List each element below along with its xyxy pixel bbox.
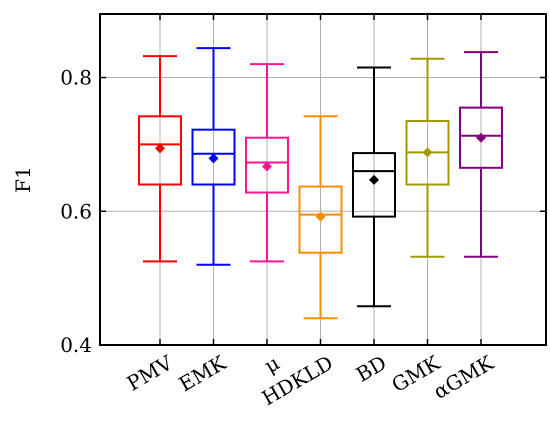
x-category-label: PMV	[123, 350, 177, 395]
box-iqr	[191, 128, 236, 186]
mean-marker	[476, 132, 486, 143]
mean-marker	[315, 211, 326, 222]
mean-marker	[155, 143, 165, 154]
box-5	[405, 57, 450, 258]
box-0	[138, 55, 182, 263]
plot-frame	[99, 13, 547, 346]
tick-layer	[100, 14, 546, 346]
box-layer	[138, 47, 503, 320]
y-tick-label: 0.6	[60, 199, 92, 223]
box-2	[245, 63, 289, 263]
mean-marker	[208, 153, 219, 164]
x-category-label: αGMK	[429, 350, 498, 404]
mean-marker	[422, 147, 433, 158]
box-1	[191, 47, 236, 266]
box-iqr	[352, 152, 396, 218]
x-category-label: BD	[352, 351, 391, 387]
mean-marker	[262, 161, 272, 172]
box-iqr	[245, 136, 289, 194]
x-category-label: EMK	[175, 350, 231, 396]
mean-marker	[369, 174, 379, 185]
y-tick-label: 0.8	[60, 66, 92, 90]
box-6	[459, 51, 503, 258]
y-tick-label: 0.4	[60, 333, 92, 357]
x-category-label: μ	[260, 351, 283, 378]
y-axis-label: F1	[11, 166, 35, 193]
box-iqr	[298, 185, 343, 254]
box-iqr	[459, 106, 503, 169]
box-4	[352, 66, 396, 308]
box-3	[298, 115, 343, 320]
box-iqr	[138, 115, 182, 186]
